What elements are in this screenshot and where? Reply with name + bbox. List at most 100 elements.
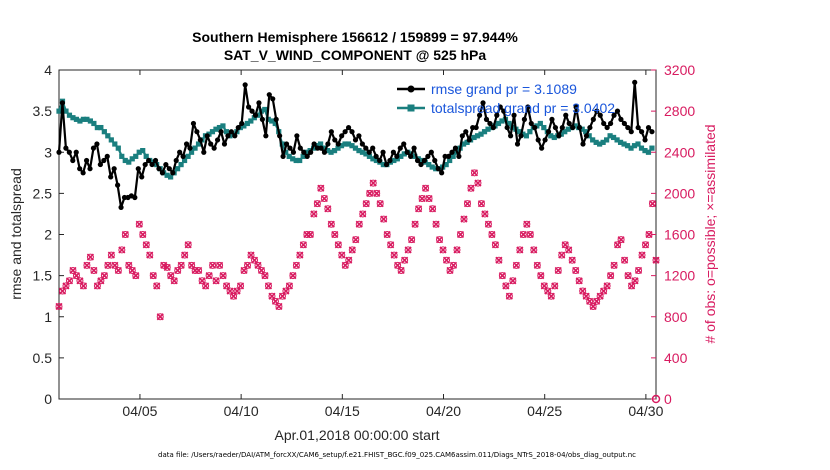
obs-assimilated-marker [236, 282, 245, 290]
series-point [380, 149, 386, 155]
obs-possible-marker [282, 287, 290, 295]
obs-assimilated-marker [572, 266, 580, 275]
series-point [541, 124, 547, 131]
series-point [587, 124, 593, 131]
series-point [398, 153, 404, 159]
obs-possible-marker [86, 253, 94, 261]
obs-possible-marker [582, 292, 590, 300]
series-point [90, 145, 97, 151]
series-point [539, 145, 545, 151]
obs-possible-marker [65, 277, 73, 285]
obs-possible-marker [645, 231, 653, 238]
obs-assimilated-marker [313, 200, 321, 208]
obs-assimilated-marker [380, 215, 388, 223]
obs-assimilated-marker [310, 210, 318, 218]
obs-assimilated-marker [275, 302, 283, 311]
series-point [542, 137, 548, 143]
obs-possible-marker [649, 200, 657, 208]
obs-possible-marker [565, 246, 573, 254]
series-point [443, 161, 449, 168]
series-point [87, 118, 93, 124]
series-point [135, 166, 141, 172]
obs-possible-marker [397, 266, 405, 274]
obs-possible-marker [544, 287, 552, 295]
obs-possible-marker [369, 179, 377, 187]
obs-possible-marker [394, 261, 402, 269]
obs-possible-marker [519, 231, 527, 238]
series-point [414, 157, 421, 164]
series-point [528, 120, 534, 127]
y-right-tick-label: 2000 [664, 185, 695, 201]
series-point [504, 124, 510, 131]
series-point [70, 157, 76, 164]
series-point [111, 166, 117, 172]
obs-possible-marker [334, 241, 342, 249]
obs-assimilated-marker [621, 256, 629, 264]
obs-possible-marker [512, 261, 520, 269]
obs-possible-marker [589, 302, 597, 310]
x-tick-label: 04/25 [527, 403, 562, 419]
obs-possible-marker [278, 292, 286, 300]
obs-possible-marker [247, 251, 255, 259]
obs-possible-marker [586, 297, 594, 305]
obs-assimilated-marker [118, 246, 126, 254]
series-point [373, 157, 380, 164]
obs-assimilated-marker [453, 246, 461, 254]
series-point [521, 116, 527, 122]
obs-assimilated-marker [139, 230, 147, 239]
obs-possible-marker [268, 292, 276, 300]
series-point [624, 143, 631, 149]
series-point [412, 153, 418, 159]
obs-possible-marker [205, 272, 213, 280]
obs-possible-marker [635, 266, 643, 274]
obs-possible-marker [79, 282, 87, 290]
obs-assimilated-marker [568, 256, 576, 264]
obs-possible-marker [167, 272, 175, 280]
series-point [439, 170, 445, 176]
obs-possible-marker [118, 246, 126, 254]
obs-assimilated-marker [537, 272, 545, 280]
obs-possible-marker [317, 184, 325, 192]
obs-assimilated-marker [79, 282, 88, 290]
obs-assimilated-marker [184, 241, 192, 249]
series-point [108, 137, 114, 143]
series-point [183, 141, 190, 147]
obs-possible-marker [289, 272, 297, 280]
plot-area [58, 69, 657, 400]
y-left-tick-label: 3.5 [33, 103, 53, 119]
series-point [435, 166, 441, 172]
obs-possible-marker [331, 231, 339, 238]
obs-possible-marker [439, 246, 447, 254]
series-point [570, 124, 576, 131]
series-point [248, 118, 254, 124]
series-point [263, 133, 269, 139]
y-right-tick-label: 0 [664, 391, 672, 407]
series-point [401, 151, 407, 157]
series-point [220, 123, 226, 129]
series-point [483, 116, 490, 122]
obs-assimilated-marker [509, 277, 517, 285]
obs-possible-marker [111, 261, 119, 269]
series-point [625, 124, 631, 131]
obs-possible-marker [202, 282, 210, 290]
series-point [321, 145, 327, 151]
obs-possible-marker [470, 169, 478, 177]
obs-assimilated-marker [243, 261, 252, 269]
series-point [239, 120, 245, 127]
obs-possible-marker [422, 184, 430, 192]
y-left-tick-label: 3 [44, 144, 52, 160]
obs-possible-marker [523, 220, 531, 228]
series-point [297, 157, 303, 164]
series-point [631, 143, 638, 149]
obs-assimilated-marker [359, 210, 367, 218]
series-point [377, 157, 383, 164]
series-point [404, 149, 410, 155]
series-point [359, 141, 365, 147]
obs-assimilated-marker [634, 266, 643, 275]
obs-possible-marker [327, 220, 335, 228]
obs-possible-marker [631, 277, 639, 285]
series-point [290, 149, 297, 155]
obs-assimilated-marker [153, 282, 161, 290]
series-point [80, 116, 87, 122]
series-point [180, 153, 186, 159]
